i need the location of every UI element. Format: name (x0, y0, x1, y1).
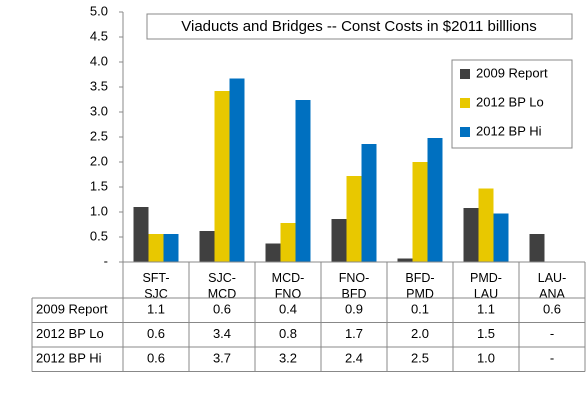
table-cell: 1.1 (147, 302, 165, 317)
table-cell: 0.6 (147, 351, 165, 366)
y-tick-label: 2.0 (90, 153, 108, 168)
bar (295, 100, 311, 262)
x-tick-label-box: BFD-PMD (405, 271, 435, 298)
table-cell: 1.5 (477, 326, 495, 341)
x-tick-label: PMD-LAU (470, 271, 502, 298)
bar (163, 234, 179, 262)
legend-box (451, 59, 573, 149)
table-row-label: 2009 Report (36, 302, 108, 317)
bar (493, 213, 509, 262)
bar (346, 176, 362, 262)
x-tick-label: SFT-SJC (142, 271, 170, 298)
bar (265, 243, 281, 262)
table-cell: 1.1 (477, 302, 495, 317)
bar (331, 219, 347, 262)
bar (463, 208, 479, 262)
y-tick-label: 3.5 (90, 78, 108, 93)
table-cell: 2.0 (411, 326, 429, 341)
table-cell: 0.6 (147, 326, 165, 341)
x-tick-label: MCD-FNO (271, 271, 305, 298)
bar (361, 144, 377, 262)
table-cell: 2.4 (345, 351, 363, 366)
table-cell: 0.6 (213, 302, 231, 317)
table-row-label: 2012 BP Hi (36, 351, 102, 366)
bar (148, 234, 164, 262)
y-tick-label: 0.5 (90, 228, 108, 243)
y-tick-label: 1.0 (90, 203, 108, 218)
table-cell: - (550, 351, 554, 366)
x-tick-label: LAU-ANA (537, 271, 567, 298)
bar (478, 188, 494, 262)
x-tick-label-box: FNO-BFD (338, 271, 370, 298)
table-cell: 1.7 (345, 326, 363, 341)
table-cell: 1.0 (477, 351, 495, 366)
y-tick-label: 4.0 (90, 53, 108, 68)
legend-swatch (460, 98, 470, 108)
legend-label: 2012 BP Hi (476, 123, 542, 138)
table-cell: 0.9 (345, 302, 363, 317)
x-tick-label-box: SJC-MCD (207, 271, 237, 298)
table-cell: 0.4 (279, 302, 297, 317)
x-tick-label-box: PMD-LAU (470, 271, 502, 298)
table-cell: 0.8 (279, 326, 297, 341)
table-cell: 3.4 (213, 326, 231, 341)
bar (412, 162, 428, 262)
y-tick-label: 3.0 (90, 103, 108, 118)
x-tick-label: FNO-BFD (338, 271, 370, 298)
y-tick-label: 2.5 (90, 128, 108, 143)
table-cell: 0.6 (543, 302, 561, 317)
y-tick-label: 1.5 (90, 178, 108, 193)
chart-title: Viaducts and Bridges -- Const Costs in $… (181, 18, 536, 35)
bar (199, 231, 215, 262)
bar (229, 78, 245, 262)
bar (529, 234, 545, 262)
table-cell: - (550, 326, 554, 341)
bar (133, 207, 149, 262)
legend-swatch (460, 69, 470, 79)
table-row-label: 2012 BP Lo (36, 326, 104, 341)
x-tick-label-box: LAU-ANA (537, 271, 567, 298)
x-tick-label-box: SFT-SJC (142, 271, 170, 298)
legend-label: 2012 BP Lo (476, 94, 544, 109)
x-tick-label: SJC-MCD (207, 271, 237, 298)
x-tick-label: BFD-PMD (405, 271, 435, 298)
table-cell: 2.5 (411, 351, 429, 366)
bar (397, 258, 413, 262)
bar (280, 223, 296, 262)
title-box (146, 13, 573, 40)
table-cell: 3.2 (279, 351, 297, 366)
y-tick-label: - (104, 253, 108, 268)
x-tick-label-box: MCD-FNO (271, 271, 305, 298)
legend-swatch (460, 127, 470, 137)
legend-label: 2009 Report (476, 65, 548, 80)
bar (214, 91, 230, 262)
table-cell: 0.1 (411, 302, 429, 317)
y-tick-label: 5.0 (90, 3, 108, 18)
bar (427, 138, 443, 262)
y-tick-label: 4.5 (90, 28, 108, 43)
table-cell: 3.7 (213, 351, 231, 366)
